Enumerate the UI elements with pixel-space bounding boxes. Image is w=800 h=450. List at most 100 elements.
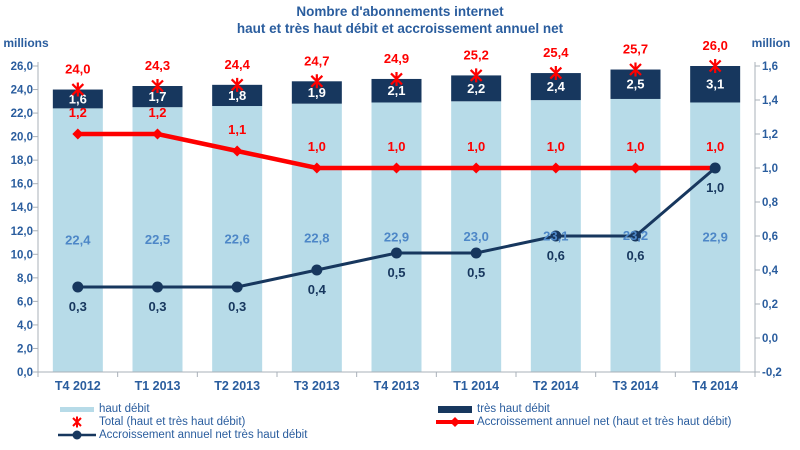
- right-axis-tick-label: 0,2: [762, 299, 778, 311]
- tres-haut-debit-value-label: 1,8: [228, 88, 246, 103]
- legend-label-accroissement-thd: Accroissement annuel net très haut débit: [99, 429, 308, 441]
- x-axis-category-label: T4 2013: [374, 379, 420, 393]
- haut-debit-value-label: 22,9: [703, 230, 728, 245]
- bar-tres-haut-debit: [291, 81, 342, 104]
- right-axis-tick-label: 0,0: [762, 333, 778, 345]
- right-axis-tick-label: 0,8: [762, 197, 779, 209]
- legend-item-haut-debit: haut débit: [57, 403, 150, 415]
- left-axis-tick-label: 10,0: [11, 249, 33, 261]
- total-x-marker-icon: [708, 59, 722, 73]
- left-axis-tick-label: 2,0: [17, 343, 33, 355]
- x-axis-category-label: T3 2014: [613, 379, 659, 393]
- total-x-marker-icon: [549, 66, 563, 81]
- total-x-marker-icon: [57, 416, 97, 428]
- legend-item-accroissement-net: Accroissement annuel net (haut et très h…: [435, 416, 731, 428]
- right-axis-tick-label: 1,2: [762, 129, 778, 141]
- accroissement-thd-value-label: 0,5: [387, 265, 405, 280]
- chart-title: Nombre d'abonnements internet haut et tr…: [0, 3, 800, 37]
- left-axis-tick-label: 22,0: [11, 108, 33, 120]
- left-axis-tick-label: 8,0: [17, 273, 33, 285]
- bar-tres-haut-debit: [371, 78, 422, 103]
- diamond-marker-icon: [152, 128, 163, 140]
- accroissement-net-value-label: 1,1: [228, 122, 246, 137]
- legend-label-total: Total (haut et très haut débit): [99, 416, 246, 428]
- total-x-marker-icon: [310, 74, 324, 89]
- diamond-marker-icon: [391, 162, 402, 174]
- legend-label-accroissement-net: Accroissement annuel net (haut et très h…: [477, 416, 732, 428]
- bar-tres-haut-debit: [52, 89, 103, 109]
- left-axis-tick-label: 18,0: [11, 155, 33, 167]
- total-x-marker-icon: [151, 79, 164, 94]
- bar-haut-debit: [690, 102, 741, 372]
- accroissement-net-value-label: 1,0: [626, 139, 644, 154]
- x-axis-category-label: T2 2013: [214, 379, 260, 393]
- total-value-label: 24,7: [304, 53, 329, 68]
- total-value-label: 24,0: [65, 62, 90, 77]
- right-axis-tick-label: 1,4: [762, 95, 779, 107]
- tres-haut-debit-value-label: 1,7: [148, 89, 166, 104]
- haut-debit-value-label: 23,1: [543, 229, 568, 244]
- bar-tres-haut-debit: [132, 86, 183, 108]
- bar-haut-debit: [371, 102, 422, 372]
- tres-haut-debit-value-label: 2,5: [626, 77, 644, 92]
- diamond-marker-icon: [470, 162, 482, 174]
- left-axis-tick-label: 0,0: [17, 367, 33, 379]
- left-axis-tick-label: 4,0: [17, 320, 33, 332]
- bar-haut-debit: [291, 103, 342, 373]
- circle-marker-icon: [311, 264, 323, 276]
- haut-debit-value-label: 23,2: [623, 228, 648, 243]
- left-axis-tick-label: 24,0: [11, 85, 33, 97]
- accroissement-thd-value-label: 0,3: [228, 299, 246, 314]
- circle-marker-icon: [630, 230, 641, 242]
- x-axis-category-label: T3 2013: [294, 379, 340, 393]
- tres-haut-debit-value-label: 3,1: [706, 77, 724, 92]
- accroissement-thd-value-label: 0,5: [467, 265, 485, 280]
- tres-haut-debit-value-label: 2,4: [547, 79, 566, 94]
- legend-item-accroissement-thd: Accroissement annuel net très haut débit: [57, 429, 307, 441]
- circle-marker-icon: [391, 247, 402, 259]
- haut-debit-value-label: 22,4: [65, 233, 91, 248]
- tres-haut-debit-swatch-icon: [435, 403, 475, 415]
- tres-haut-debit-value-label: 1,9: [308, 85, 326, 100]
- total-value-label: 26,0: [703, 38, 728, 53]
- accroissement-thd-value-label: 0,4: [308, 282, 327, 297]
- accroissement-thd-value-label: 1,0: [706, 180, 724, 195]
- bar-haut-debit: [52, 108, 103, 372]
- legend-item-tres-haut-debit: très haut débit: [435, 403, 550, 415]
- navy-line-circle-marker-icon: [57, 429, 97, 441]
- haut-debit-swatch-icon: [57, 403, 97, 415]
- haut-debit-value-label: 22,6: [225, 232, 250, 247]
- total-value-label: 25,4: [543, 45, 569, 60]
- accroissement-thd-value-label: 0,3: [69, 299, 87, 314]
- accroissement-net-value-label: 1,0: [308, 139, 326, 154]
- accroissement-net-value-label: 1,0: [706, 139, 724, 154]
- diamond-marker-icon: [550, 162, 562, 174]
- diamond-marker-icon: [72, 128, 84, 140]
- total-value-label: 24,3: [145, 58, 170, 73]
- total-value-label: 25,2: [464, 47, 489, 62]
- left-axis-tick-label: 16,0: [11, 179, 33, 191]
- total-x-marker-icon: [390, 71, 403, 86]
- diamond-marker-icon: [231, 145, 243, 157]
- left-axis-tick-label: 20,0: [11, 132, 33, 144]
- x-axis-category-label: T4 2012: [55, 379, 101, 393]
- diamond-marker-icon: [311, 162, 323, 174]
- accroissement-net-value-label: 1,0: [547, 139, 565, 154]
- circle-marker-icon: [470, 247, 482, 259]
- total-value-label: 24,9: [384, 51, 409, 66]
- left-axis-tick-label: 12,0: [11, 226, 33, 238]
- legend-label-tres-haut-debit: très haut débit: [477, 403, 550, 415]
- right-axis-tick-label: 0,4: [762, 265, 779, 277]
- right-axis-tick-label: 1,0: [762, 163, 778, 175]
- circle-marker-icon: [152, 281, 163, 293]
- tres-haut-debit-value-label: 2,1: [387, 83, 405, 98]
- haut-debit-value-label: 23,0: [464, 229, 489, 244]
- legend-item-total: Total (haut et très haut débit): [57, 416, 245, 428]
- x-axis-category-label: T1 2013: [135, 379, 181, 393]
- right-axis-tick-label: 1,6: [762, 61, 778, 73]
- tres-haut-debit-value-label: 2,2: [467, 81, 485, 96]
- haut-debit-value-label: 22,9: [384, 230, 409, 245]
- total-x-marker-icon: [71, 82, 85, 97]
- bar-tres-haut-debit: [212, 84, 263, 107]
